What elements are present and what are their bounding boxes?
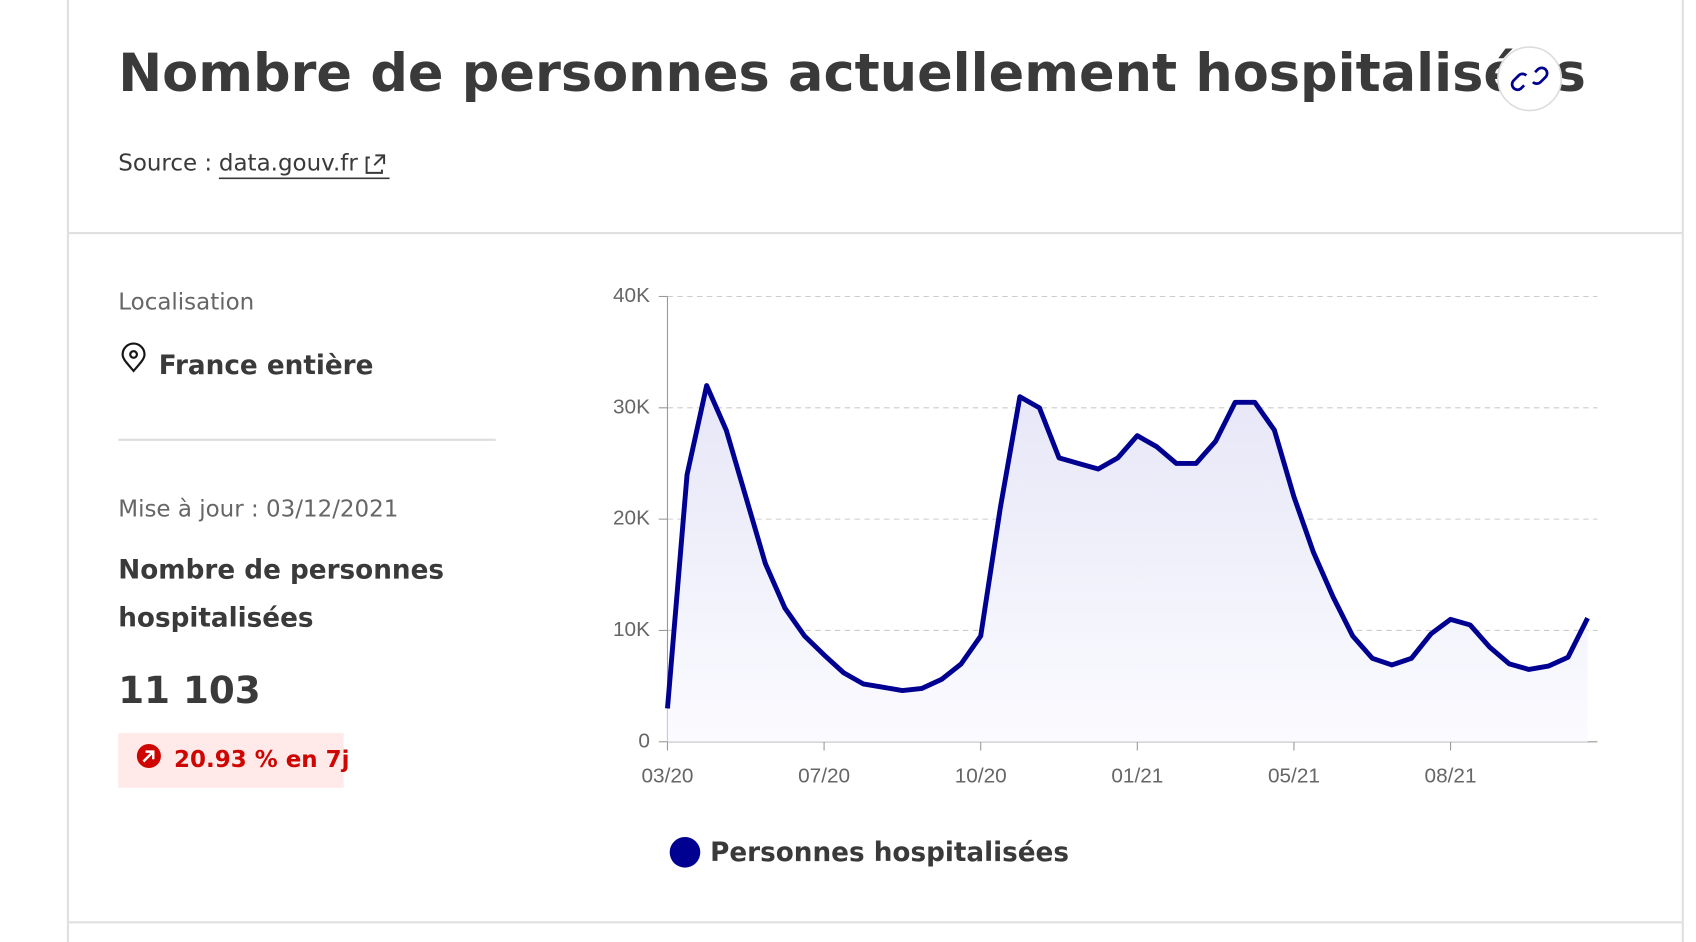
x-tick-label: 01/21 [1111,764,1163,787]
x-tick-label: 07/20 [798,764,850,787]
update-date: Mise à jour : 03/12/2021 [118,496,398,522]
metric-value: 11 103 [118,668,260,712]
legend-marker [669,836,701,868]
up-arrow [142,750,155,763]
metric-name: hospitalisées [118,604,313,634]
source-label: Source : [118,151,212,177]
x-tick-label: 03/20 [641,764,693,787]
external-icon [365,154,386,174]
source-link[interactable]: data.gouv.fr [219,151,358,177]
y-tick-label: 10K [613,618,650,641]
x-tick-label: 10/20 [955,764,1007,787]
area [667,385,1588,742]
change: 20.93 % en 7j [174,747,349,773]
title: Nombre de personnes actuellement hospita… [118,43,1586,104]
location-label: Localisation [118,290,254,316]
line [665,383,1590,709]
pin-icon [121,342,146,373]
legend-label: Personnes hospitalisées [710,838,1069,868]
y-tick-label: 40K [613,284,650,307]
metric-name: Nombre de personnes [118,556,444,586]
y-tick-label: 20K [613,507,650,530]
link-button[interactable] [1497,46,1563,112]
x-tick-label: 05/21 [1268,764,1320,787]
location: France entière [159,351,374,381]
y-tick-label: 0 [638,729,650,752]
y-tick-label: 30K [613,395,650,418]
x-tick-label: 08/21 [1425,764,1477,787]
